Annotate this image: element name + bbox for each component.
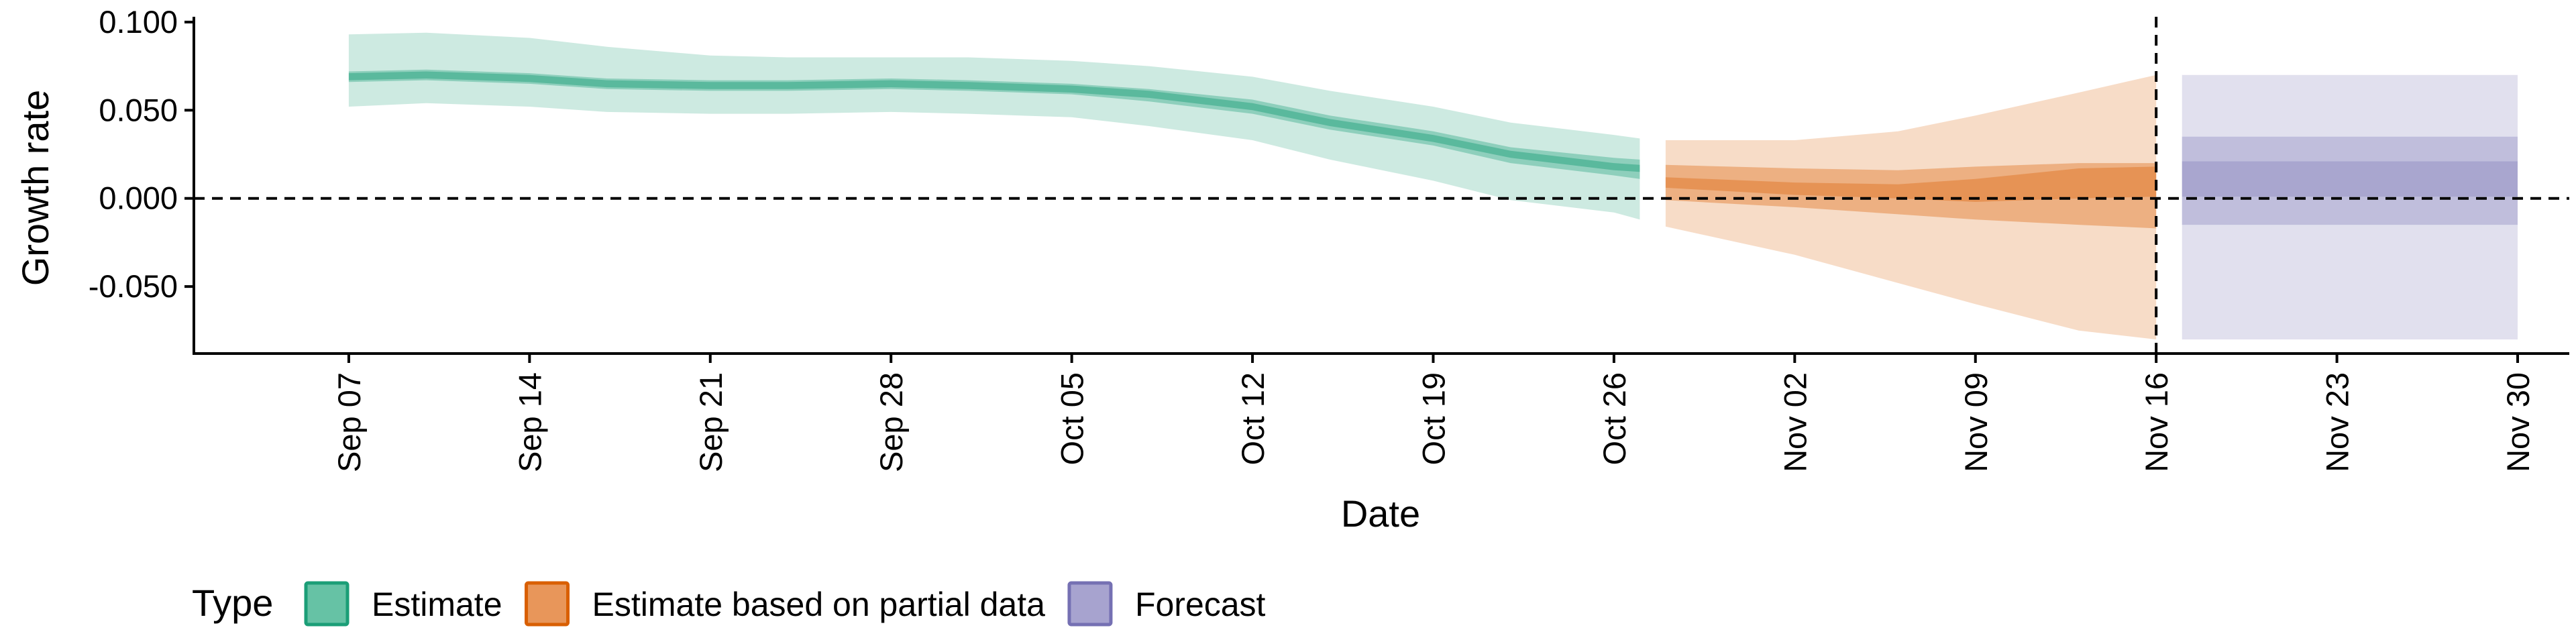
x-axis-title: Date [1341,492,1420,535]
x-tick-label: Nov 30 [2500,372,2536,472]
x-tick-label: Sep 14 [512,372,547,472]
y-tick-label: -0.050 [89,268,178,304]
legend-item: Forecast [1067,581,1266,627]
legend-label: Forecast [1135,586,1266,623]
legend-item: Estimate [304,581,502,627]
x-tick-label: Nov 02 [1777,372,1813,472]
legend-title: Type [192,582,273,624]
y-tick-label: 0.100 [99,4,178,40]
x-tick-label: Sep 28 [873,372,909,472]
y-tick-label: 0.050 [99,92,178,127]
estimate-90-ribbon [348,32,1640,220]
x-tick-label: Oct 19 [1416,372,1452,465]
reference-lines [194,17,2569,354]
ribbon-layer [348,32,2518,339]
legend: Type Estimate Estimate based on partial d… [192,581,1266,627]
legend-swatch [304,581,350,627]
y-tick-label: 0.000 [99,180,178,216]
forecast-90-ribbon [2182,74,2518,339]
axes: -0.050 0.000 0.050 0.100 Sep 07 Sep 14 Sep 21 S… [89,4,2569,472]
partial-50-ribbon [1665,163,2157,229]
legend-label: Estimate [372,586,502,623]
legend-item: Estimate based on partial data [525,581,1046,627]
x-tick-label: Sep 21 [693,372,729,472]
x-tick-label: Nov 23 [2320,372,2355,472]
x-tick-label: Sep 07 [331,372,367,472]
x-tick-label: Oct 05 [1055,372,1090,465]
x-tick-label: Oct 12 [1235,372,1271,465]
partial-90-ribbon [1665,74,2157,339]
x-tick-label: Oct 26 [1597,372,1632,465]
estimate-50-ribbon [348,69,1640,179]
y-axis-title: Growth rate [14,90,56,286]
legend-swatch [525,581,570,627]
x-tick-label: Nov 16 [2139,372,2174,472]
legend-label: Estimate based on partial data [592,586,1046,623]
x-tick-label: Nov 09 [1958,372,1994,472]
legend-swatch [1067,581,1113,627]
forecast-50-ribbon [2182,136,2518,225]
forecast-inner-ribbon [2182,161,2518,197]
legend-items: Estimate Estimate based on partial data Fo… [304,581,1266,627]
partial-inner-ribbon [1665,166,2157,202]
